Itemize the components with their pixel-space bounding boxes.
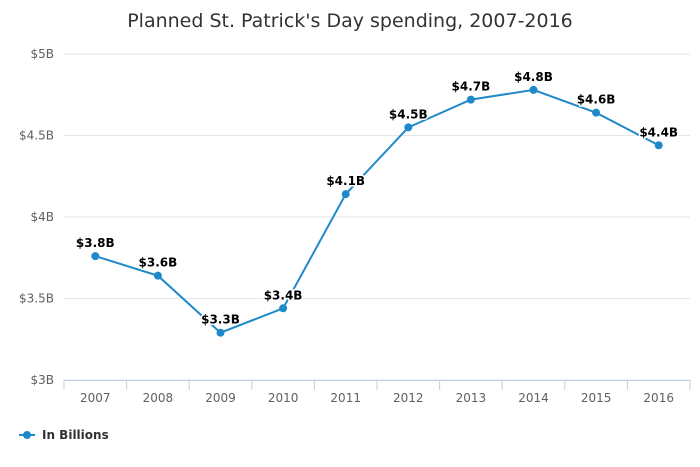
data-label: $4.1B (326, 174, 365, 188)
data-point[interactable] (153, 271, 162, 280)
series-layer (91, 85, 663, 337)
data-point[interactable] (466, 95, 475, 104)
data-point[interactable] (91, 252, 100, 261)
y-tick-label: $4.5B (19, 129, 54, 143)
data-label: $4.4B (639, 125, 678, 139)
data-label: $4.5B (389, 107, 428, 121)
data-labels: $3.8B $3.6B $3.3B $3.4B $4.1B $4.5B $4.7B $4.8B… (74, 68, 679, 328)
legend[interactable]: In Billions (19, 428, 109, 442)
chart-title: Planned St. Patrick's Day spending, 2007… (127, 10, 573, 32)
x-tick-label: 2011 (330, 391, 361, 405)
data-label: $3.6B (139, 256, 178, 270)
data-label: $4.8B (514, 70, 553, 84)
data-label: $3.4B (264, 288, 303, 302)
data-point[interactable] (279, 304, 288, 313)
x-tick-label: 2010 (268, 391, 299, 405)
y-tick-label: $3B (30, 373, 54, 387)
y-tick-label: $5B (30, 47, 54, 61)
legend-marker-icon (23, 431, 31, 439)
data-point[interactable] (216, 328, 225, 337)
x-tick-label: 2009 (205, 391, 236, 405)
x-tick-label: 2012 (393, 391, 424, 405)
y-tick-label: $4B (30, 210, 54, 224)
data-point[interactable] (404, 123, 413, 132)
data-label: $4.7B (452, 80, 491, 94)
y-tick-label: $3.5B (19, 292, 54, 306)
data-point[interactable] (654, 141, 663, 150)
x-tick-label: 2008 (143, 391, 174, 405)
x-tick-label: 2015 (581, 391, 612, 405)
x-tick-label: 2014 (518, 391, 549, 405)
series-line (95, 88, 660, 334)
data-point[interactable] (529, 85, 538, 94)
y-axis-ticks: $3B $3.5B $4B $4.5B $5B (19, 47, 54, 387)
x-tick-label: 2007 (80, 391, 111, 405)
x-axis: 2007 2008 2009 2010 2011 2012 2013 2014 2015 2016 (63, 380, 691, 405)
data-label: $4.6B (577, 93, 616, 107)
x-tick-label: 2016 (643, 391, 674, 405)
data-point[interactable] (592, 108, 601, 117)
data-point[interactable] (341, 190, 350, 199)
legend-label: In Billions (42, 428, 109, 442)
data-label: $3.8B (76, 236, 115, 250)
x-tick-label: 2013 (456, 391, 487, 405)
data-label: $3.3B (201, 313, 240, 327)
